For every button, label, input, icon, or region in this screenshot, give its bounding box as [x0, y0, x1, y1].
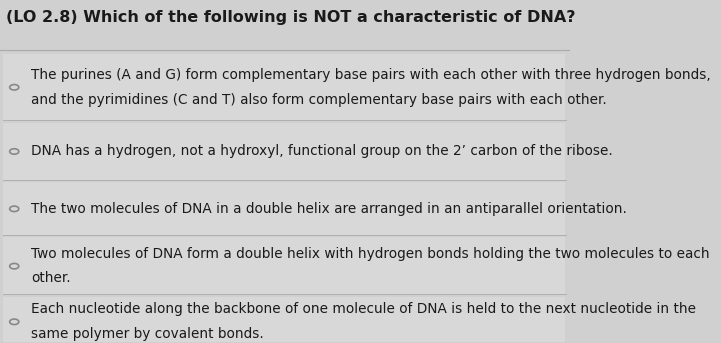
Text: same polymer by covalent bonds.: same polymer by covalent bonds.	[31, 327, 264, 341]
FancyBboxPatch shape	[3, 122, 565, 180]
Text: DNA has a hydrogen, not a hydroxyl, functional group on the 2’ carbon of the rib: DNA has a hydrogen, not a hydroxyl, func…	[31, 144, 613, 158]
Text: The two molecules of DNA in a double helix are arranged in an antiparallel orien: The two molecules of DNA in a double hel…	[31, 202, 627, 216]
FancyBboxPatch shape	[3, 297, 565, 343]
Text: The purines (A and G) form complementary base pairs with each other with three h: The purines (A and G) form complementary…	[31, 68, 711, 82]
Text: Two molecules of DNA form a double helix with hydrogen bonds holding the two mol: Two molecules of DNA form a double helix…	[31, 247, 710, 261]
FancyBboxPatch shape	[3, 182, 565, 235]
FancyBboxPatch shape	[3, 237, 565, 294]
Text: (LO 2.8) Which of the following is NOT a characteristic of DNA?: (LO 2.8) Which of the following is NOT a…	[6, 10, 575, 25]
Text: other.: other.	[31, 272, 71, 285]
Text: Each nucleotide along the backbone of one molecule of DNA is held to the next nu: Each nucleotide along the backbone of on…	[31, 303, 696, 317]
FancyBboxPatch shape	[3, 54, 565, 120]
Text: and the pyrimidines (C and T) also form complementary base pairs with each other: and the pyrimidines (C and T) also form …	[31, 93, 607, 107]
